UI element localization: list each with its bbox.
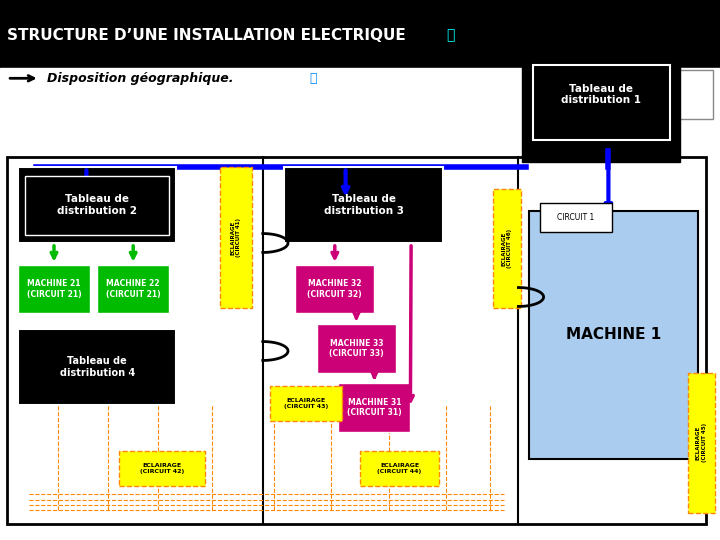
Text: Tableau de
distribution 3: Tableau de distribution 3 xyxy=(323,194,404,216)
Bar xyxy=(284,167,443,243)
Bar xyxy=(540,202,612,232)
Bar xyxy=(0,0,720,68)
Text: Tableau de
distribution 4: Tableau de distribution 4 xyxy=(60,356,135,378)
Text: Disposition géographique.: Disposition géographique. xyxy=(47,72,233,85)
Text: MACHINE 1: MACHINE 1 xyxy=(566,327,662,342)
Text: Tableau de
distribution 1: Tableau de distribution 1 xyxy=(561,84,642,105)
Bar xyxy=(360,451,439,486)
Text: 🔌: 🔌 xyxy=(446,28,455,42)
Text: ECLAIRAGE
(CIRCUIT 45): ECLAIRAGE (CIRCUIT 45) xyxy=(696,423,706,462)
Bar xyxy=(119,451,205,486)
Text: MACHINE 22
(CIRCUIT 21): MACHINE 22 (CIRCUIT 21) xyxy=(106,279,161,299)
Bar xyxy=(270,386,342,421)
Bar xyxy=(0,68,720,89)
Bar xyxy=(7,157,706,524)
Bar xyxy=(18,167,176,243)
Bar xyxy=(522,43,680,162)
Text: MACHINE 21
(CIRCUIT 21): MACHINE 21 (CIRCUIT 21) xyxy=(27,279,81,299)
Text: MACHINE 32
(CIRCUIT 32): MACHINE 32 (CIRCUIT 32) xyxy=(307,279,362,299)
Bar xyxy=(338,383,410,432)
Bar xyxy=(18,329,176,405)
Bar xyxy=(97,265,169,313)
Text: CIRCUIT 1: CIRCUIT 1 xyxy=(557,213,595,222)
Text: STRUCTURE D’UNE INSTALLATION ELECTRIQUE: STRUCTURE D’UNE INSTALLATION ELECTRIQUE xyxy=(7,28,406,43)
Text: MACHINE 33
(CIRCUIT 33): MACHINE 33 (CIRCUIT 33) xyxy=(329,339,384,358)
Text: Tableau de
distribution 2: Tableau de distribution 2 xyxy=(57,194,138,216)
Text: edf: edf xyxy=(621,90,639,99)
Text: ECLAIRAGE
(CIRCUIT 46): ECLAIRAGE (CIRCUIT 46) xyxy=(502,229,513,268)
Bar xyxy=(18,265,90,313)
Bar xyxy=(25,176,169,235)
Text: ECLAIRAGE
(CIRCUIT 43): ECLAIRAGE (CIRCUIT 43) xyxy=(284,399,328,409)
Bar xyxy=(547,70,713,119)
Text: ECLAIRAGE
(CIRCUIT 44): ECLAIRAGE (CIRCUIT 44) xyxy=(377,463,422,474)
Bar xyxy=(688,373,715,513)
Text: 🏠: 🏠 xyxy=(126,371,131,380)
Text: ECLAIRAGE
(CIRCUIT 42): ECLAIRAGE (CIRCUIT 42) xyxy=(140,463,184,474)
Bar xyxy=(493,189,521,308)
Bar xyxy=(317,324,396,373)
Bar xyxy=(220,167,252,308)
Text: 🔌: 🔌 xyxy=(310,72,317,85)
Bar xyxy=(533,65,670,140)
Bar xyxy=(529,211,698,459)
Text: MACHINE 31
(CIRCUIT 31): MACHINE 31 (CIRCUIT 31) xyxy=(347,398,402,417)
Bar xyxy=(295,265,374,313)
Text: ECLAIRAGE
(CIRCUIT 41): ECLAIRAGE (CIRCUIT 41) xyxy=(230,218,241,257)
